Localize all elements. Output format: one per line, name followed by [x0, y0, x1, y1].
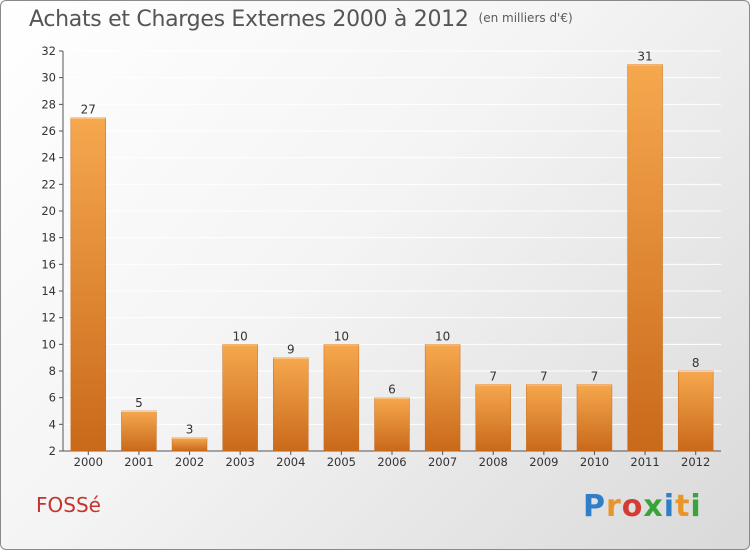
proxiti-logo[interactable]: Proxiti — [583, 489, 702, 524]
chart-header: Achats et Charges Externes 2000 à 2012 (e… — [29, 7, 573, 32]
x-tick-label: 2012 — [681, 455, 710, 469]
bar — [222, 344, 258, 452]
x-tick-label: 2007 — [428, 455, 457, 469]
y-tick-label: 4 — [49, 417, 56, 431]
y-tick-label: 6 — [49, 391, 56, 405]
commune-name: FOSSé — [36, 493, 101, 517]
y-tick-label: 2 — [49, 444, 56, 458]
bar-value-label: 6 — [388, 383, 396, 397]
x-tick-label: 2011 — [630, 455, 659, 469]
bar — [627, 64, 663, 452]
y-tick-label: 16 — [41, 257, 56, 271]
y-tick-label: 10 — [41, 337, 56, 351]
bar — [121, 410, 157, 452]
y-tick-label: 26 — [41, 124, 56, 138]
bar-value-label: 3 — [186, 423, 194, 437]
y-tick-label: 22 — [41, 177, 56, 191]
bar-value-label: 10 — [233, 329, 248, 343]
bar — [576, 384, 613, 452]
y-tick-label: 12 — [41, 311, 56, 325]
y-tick-label: 14 — [41, 284, 56, 298]
bar-value-label: 10 — [435, 329, 450, 343]
bar — [526, 384, 562, 452]
bar-value-label: 7 — [540, 369, 548, 383]
x-tick-label: 2004 — [276, 455, 305, 469]
x-tick-label: 2003 — [226, 455, 255, 469]
logo-letter: r — [606, 489, 622, 524]
x-tick-label: 2001 — [124, 455, 153, 469]
bar-value-label: 8 — [692, 356, 700, 370]
chart-subtitle: (en milliers d'€) — [478, 11, 573, 25]
bar — [374, 397, 410, 452]
y-tick-label: 18 — [41, 231, 56, 245]
bar-value-label: 27 — [81, 103, 96, 117]
y-tick-label: 20 — [41, 204, 56, 218]
x-tick-label: 2010 — [580, 455, 609, 469]
y-tick-label: 30 — [41, 71, 56, 85]
data-labels: 27 5 3 10 9 10 6 10 7 7 7 31 8 — [81, 49, 700, 436]
x-tick-label: 2009 — [529, 455, 558, 469]
bar — [323, 344, 360, 452]
bar — [171, 437, 208, 452]
logo-letter: o — [621, 489, 644, 524]
chart-title: Achats et Charges Externes 2000 à 2012 — [29, 7, 469, 32]
bar — [677, 370, 714, 452]
y-tick-label: 8 — [49, 364, 56, 378]
x-tick-label: 2002 — [175, 455, 204, 469]
bars — [70, 64, 714, 452]
bar-value-label: 7 — [489, 369, 497, 383]
bar — [475, 384, 511, 452]
bar — [70, 117, 107, 452]
bar — [424, 344, 461, 452]
y-tick-label: 24 — [41, 151, 56, 165]
bar-value-label: 9 — [287, 343, 295, 357]
logo-letter: P — [583, 489, 606, 524]
logo-letter: t — [675, 489, 691, 524]
bar-value-label: 7 — [591, 369, 599, 383]
x-tick-label: 2008 — [479, 455, 508, 469]
bar — [273, 357, 309, 452]
y-tick-label: 28 — [41, 97, 56, 111]
logo-letter: x — [643, 489, 664, 524]
bar-value-label: 31 — [637, 49, 652, 63]
logo-letter: i — [690, 489, 702, 524]
logo-letter: i — [663, 489, 676, 524]
x-tick-label: 2000 — [74, 455, 103, 469]
bar-value-label: 10 — [334, 329, 349, 343]
x-tick-label: 2005 — [327, 455, 356, 469]
y-tick-label: 32 — [41, 44, 56, 58]
bar-value-label: 5 — [135, 396, 143, 410]
x-tick-label: 2006 — [377, 455, 406, 469]
